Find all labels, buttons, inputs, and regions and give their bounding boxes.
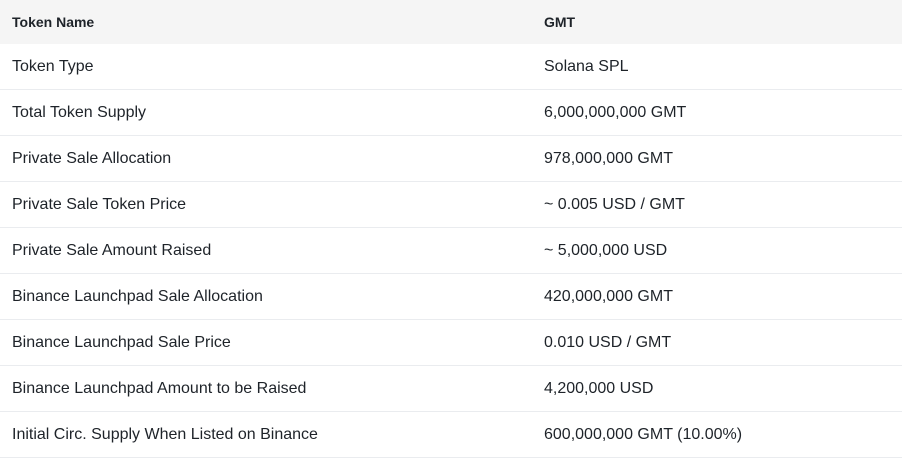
row-label: Binance Launchpad Amount to be Raised [0,365,532,412]
row-value: 4,200,000 USD [532,365,902,412]
table-row: Total Token Supply 6,000,000,000 GMT [0,89,902,136]
row-label: Binance Launchpad Sale Price [0,319,532,366]
row-label: Token Type [0,44,532,90]
row-value: 600,000,000 GMT (10.00%) [532,411,902,458]
row-value: 420,000,000 GMT [532,273,902,320]
row-value: 6,000,000,000 GMT [532,89,902,136]
row-value: ~ 0.005 USD / GMT [532,181,902,228]
table-header-row: Token Name GMT [0,0,902,44]
table-row: Initial Circ. Supply When Listed on Bina… [0,411,902,458]
row-label: Initial Circ. Supply When Listed on Bina… [0,411,532,458]
row-label: Private Sale Amount Raised [0,227,532,274]
row-label: Binance Launchpad Sale Allocation [0,273,532,320]
table-row: Binance Launchpad Sale Price 0.010 USD /… [0,319,902,366]
row-value: ~ 5,000,000 USD [532,227,902,274]
table-row: Binance Launchpad Sale Allocation 420,00… [0,273,902,320]
row-value: 978,000,000 GMT [532,135,902,182]
table-row: Private Sale Amount Raised ~ 5,000,000 U… [0,227,902,274]
header-label-cell: Token Name [0,0,532,44]
row-value: 0.010 USD / GMT [532,319,902,366]
row-label: Total Token Supply [0,89,532,136]
header-value-cell: GMT [532,0,902,44]
row-label: Private Sale Allocation [0,135,532,182]
table-row: Binance Launchpad Amount to be Raised 4,… [0,365,902,412]
table-row: Token Type Solana SPL [0,44,902,90]
table-row: Private Sale Token Price ~ 0.005 USD / G… [0,181,902,228]
table-row: Private Sale Allocation 978,000,000 GMT [0,135,902,182]
row-label: Private Sale Token Price [0,181,532,228]
row-value: Solana SPL [532,44,902,90]
